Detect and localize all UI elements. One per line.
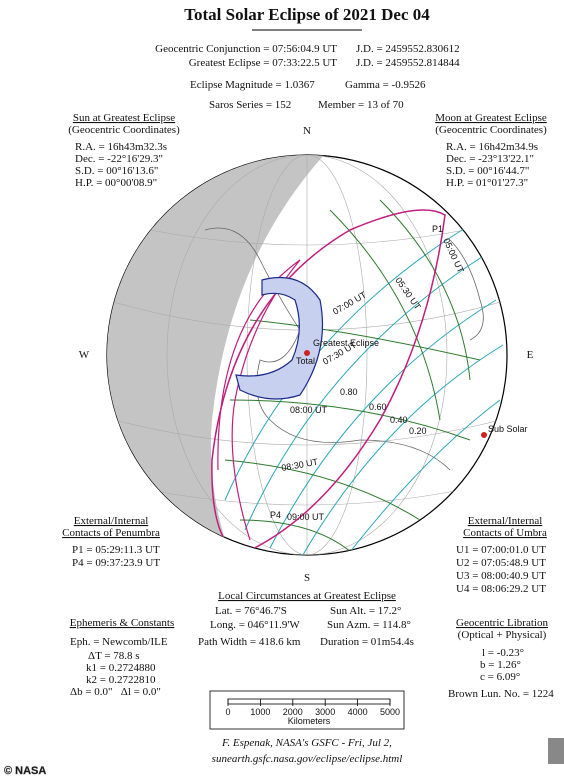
row: S.D. = 00°16'13.6" <box>75 165 158 177</box>
scale-bar-body <box>227 698 391 705</box>
map-label: 0.40 <box>390 415 408 425</box>
header: Geocentric Conjunction = 07:56:04.9 UT J… <box>155 43 460 111</box>
graticule <box>107 155 507 555</box>
header-item: Greatest Eclipse = 07:33:22.5 UT <box>189 57 338 69</box>
header-item: Gamma = -0.9526 <box>345 79 426 91</box>
row: Brown Lun. No. = 1224 <box>448 688 554 700</box>
row: P1 = 05:29:11.3 UT <box>72 544 160 556</box>
row: U3 = 08:00:40.9 UT <box>456 570 546 582</box>
map-label: P1 <box>432 224 443 234</box>
row: Long. = 046°11.9'W <box>210 619 300 631</box>
map-label: 0.80 <box>340 387 358 397</box>
sub-solar-point <box>481 432 487 438</box>
map-label: Sub Solar <box>488 424 528 434</box>
globe <box>106 154 508 556</box>
corner-icon <box>548 738 564 764</box>
row: l = -0.23° <box>482 647 524 659</box>
libration-block: Geocentric Libration (Optical + Physical… <box>448 617 554 700</box>
greatest-eclipse-point <box>304 350 310 356</box>
row: c = 6.09° <box>480 671 520 683</box>
block-title: External/Internal <box>468 515 543 527</box>
block-title: Contacts of Umbra <box>463 527 547 539</box>
block-title: External/Internal <box>74 515 149 527</box>
moon-block: Moon at Greatest Eclipse (Geocentric Coo… <box>435 112 547 189</box>
row: H.P. = 01°01'27.3" <box>446 177 528 189</box>
map-label: 0.60 <box>369 402 387 412</box>
row: Dec. = -23°13'22.1" <box>446 153 534 165</box>
night-side <box>107 155 338 555</box>
block-title: Local Circumstances at Greatest Eclipse <box>218 590 396 602</box>
row: Path Width = 418.6 km <box>198 636 301 648</box>
row: Dec. = -22°16'29.3" <box>75 153 163 165</box>
block-title: Contacts of Penumbra <box>62 527 160 539</box>
block-title: Sun at Greatest Eclipse <box>73 112 175 124</box>
local-block: Local Circumstances at Greatest Eclipse … <box>198 590 414 648</box>
block-title: Geocentric Libration <box>456 617 548 629</box>
compass-label: N <box>303 125 311 137</box>
row: k1 = 0.2724880 <box>86 662 156 674</box>
header-item: J.D. = 2459552.830612 <box>356 43 460 55</box>
row: ΔT = 78.8 s <box>88 650 140 662</box>
scale-frame <box>209 690 405 730</box>
penumbra-limit <box>217 259 301 541</box>
credit: © NASA <box>4 765 46 777</box>
scale-tick-label: 3000 <box>315 707 335 717</box>
map-label: P4 <box>270 510 281 520</box>
row: Lat. = 76°46.7'S <box>215 605 287 617</box>
row: k2 = 0.2722810 <box>86 674 156 686</box>
scale-tick-label: 1000 <box>250 707 270 717</box>
row: U1 = 07:00:01.0 UT <box>456 544 546 556</box>
scale-tick-label: 2000 <box>283 707 303 717</box>
time-lines <box>224 199 481 555</box>
block-title: Moon at Greatest Eclipse <box>435 112 547 124</box>
row: U2 = 07:05:48.9 UT <box>456 557 546 569</box>
scale-tick-label: 5000 <box>380 707 400 717</box>
map-label: 08:00 UT <box>290 405 328 415</box>
block-title: Ephemeris & Constants <box>70 617 175 629</box>
header-item: Geocentric Conjunction = 07:56:04.9 UT <box>155 43 337 55</box>
row: H.P. = 00°00'08.9" <box>75 177 157 189</box>
row: Duration = 01m54.4s <box>320 636 414 648</box>
scale-tick-label: 0 <box>225 707 230 717</box>
row: Δb = 0.0" Δl = 0.0" <box>70 686 161 698</box>
block-title: (Geocentric Coordinates) <box>68 124 180 136</box>
sun-block: Sun at Greatest Eclipse (Geocentric Coor… <box>68 112 180 189</box>
scale-tick-label: 4000 <box>348 707 368 717</box>
row: b = 1.26° <box>480 659 521 671</box>
header-item: Member = 13 of 70 <box>318 99 404 111</box>
header-item: J.D. = 2459552.814844 <box>356 57 460 69</box>
footer: sunearth.gsfc.nasa.gov/eclipse/eclipse.h… <box>212 753 403 765</box>
row: Sun Azm. = 114.8° <box>327 619 411 631</box>
block-title: (Geocentric Coordinates) <box>435 124 547 136</box>
title: Total Solar Eclipse of 2021 Dec 04 <box>184 5 430 24</box>
map-label: Greatest Eclipse <box>313 338 379 348</box>
map-label: 09:00 UT <box>287 512 325 522</box>
map-label: 0.20 <box>409 426 427 436</box>
row: Sun Alt. = 17.2° <box>330 605 401 617</box>
footer: F. Espenak, NASA's GSFC - Fri, Jul 2, <box>221 737 392 749</box>
row: R.A. = 16h43m32.3s <box>75 141 167 153</box>
scale-bar: Kilometers 0 1000 2000 3000 4000 5000 <box>209 690 405 730</box>
penumbra-block: External/Internal Contacts of Penumbra P… <box>62 515 160 569</box>
coastline <box>204 227 451 471</box>
row: R.A. = 16h42m34.9s <box>446 141 538 153</box>
row: P4 = 09:37:23.9 UT <box>72 557 160 569</box>
umbra-block: External/Internal Contacts of Umbra U1 =… <box>456 515 547 595</box>
umbral-path <box>235 276 324 400</box>
scale-unit: Kilometers <box>288 716 331 726</box>
block-title: (Optical + Physical) <box>458 629 547 641</box>
map-label: Total <box>296 356 315 366</box>
compass-label: S <box>304 572 310 584</box>
row: S.D. = 00°16'44.7" <box>446 165 529 177</box>
compass-label: E <box>527 349 534 361</box>
row: Eph. = Newcomb/ILE <box>70 636 168 648</box>
compass-label: W <box>79 349 90 361</box>
coastline <box>449 239 484 341</box>
header-item: Eclipse Magnitude = 1.0367 <box>190 79 315 91</box>
header-item: Saros Series = 152 <box>209 99 291 111</box>
row: U4 = 08:06:29.2 UT <box>456 583 546 595</box>
compass: N S W E <box>79 125 534 584</box>
ephemeris-block: Ephemeris & Constants Eph. = Newcomb/ILE… <box>70 617 175 698</box>
